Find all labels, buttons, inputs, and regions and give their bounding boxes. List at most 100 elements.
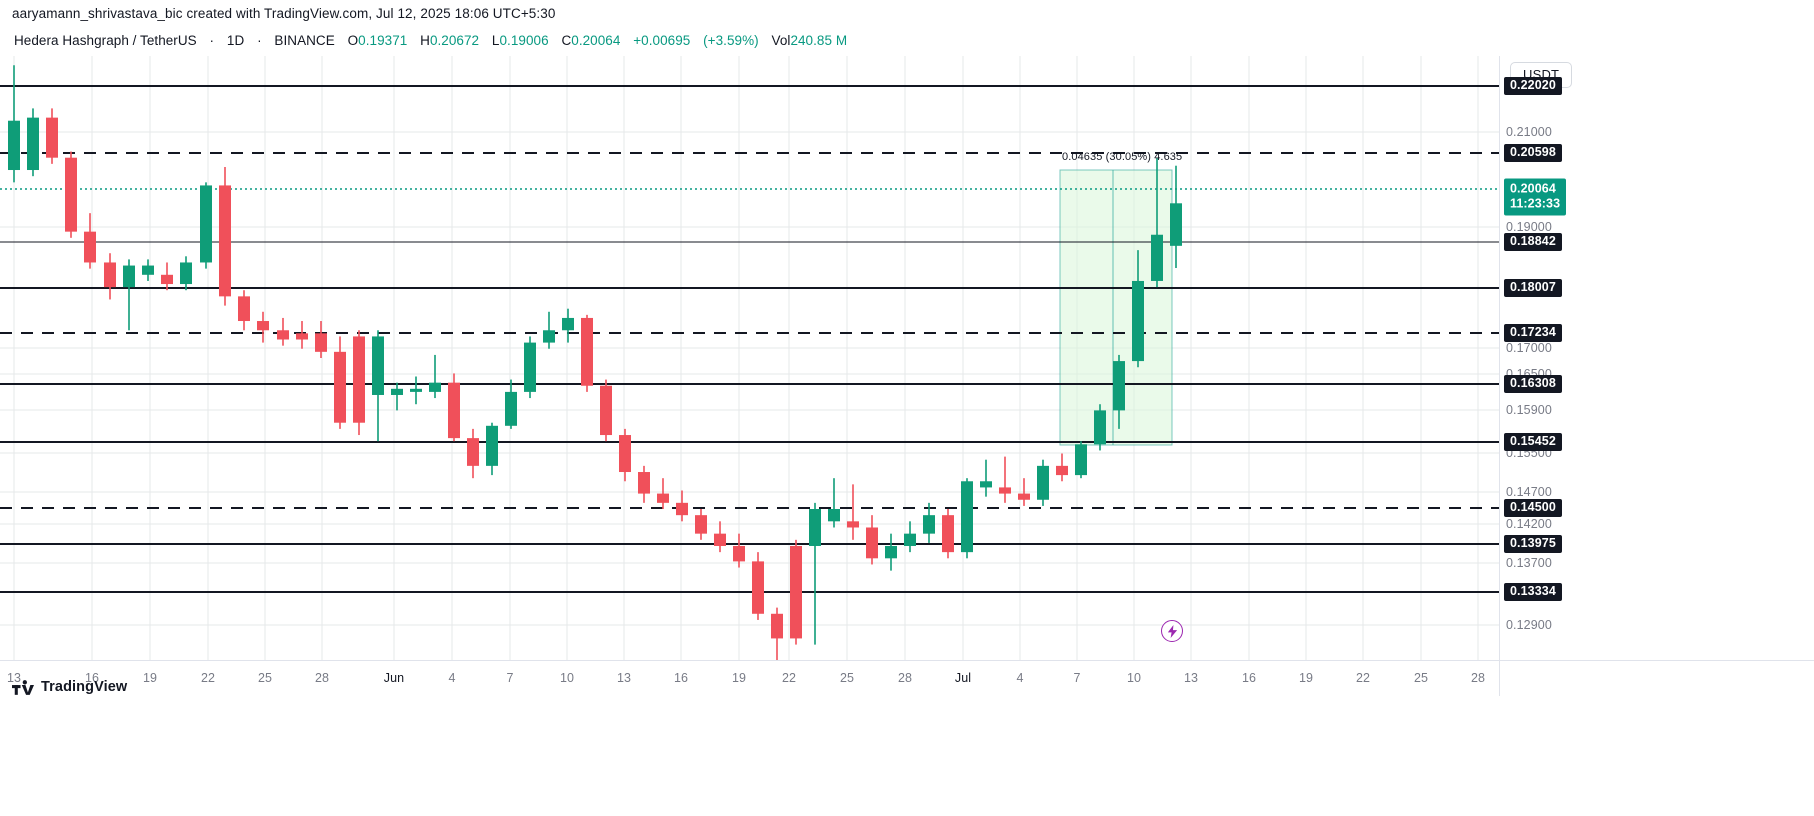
time-tick-label: 28: [314, 671, 330, 685]
candle-body[interactable]: [410, 388, 422, 392]
candle-body[interactable]: [676, 502, 688, 516]
candle-body[interactable]: [296, 333, 308, 340]
candle-body[interactable]: [238, 296, 250, 322]
candle-body[interactable]: [1113, 361, 1125, 411]
time-tick-label: 19: [731, 671, 747, 685]
candlestick-chart: [0, 56, 1499, 660]
time-tick-label: 13: [6, 671, 22, 685]
candle-body[interactable]: [961, 481, 973, 553]
candle-body[interactable]: [923, 515, 935, 534]
candle-body[interactable]: [847, 521, 859, 528]
chart-pane[interactable]: [0, 56, 1499, 660]
candle-body[interactable]: [391, 388, 403, 395]
legend-interval[interactable]: 1D: [226, 33, 245, 48]
legend-volume-value: 240.85 M: [790, 33, 848, 48]
candle-body[interactable]: [828, 509, 840, 522]
candle-body[interactable]: [581, 317, 593, 386]
candle-body[interactable]: [980, 481, 992, 488]
candle-body[interactable]: [752, 561, 764, 614]
candle-body[interactable]: [524, 342, 536, 392]
candle-body[interactable]: [562, 317, 574, 331]
candle-body[interactable]: [1170, 203, 1182, 246]
time-tick-label: Jun: [383, 671, 405, 685]
candle-body[interactable]: [161, 274, 173, 285]
candle-body[interactable]: [8, 120, 20, 171]
candle-body[interactable]: [866, 527, 878, 559]
candle-body[interactable]: [942, 515, 954, 553]
price-level-badge[interactable]: 0.13334: [1504, 583, 1562, 601]
tradingview-logo-icon: [12, 679, 34, 695]
time-axis-corner: [1499, 660, 1814, 696]
candle-body[interactable]: [277, 330, 289, 340]
candle-body[interactable]: [714, 533, 726, 546]
time-axis[interactable]: 13 16 19 22 25 28 Jun 4 7 10 13 16 19 22 25 28 Jul 4 7 10 13…: [0, 660, 1499, 696]
candle-body[interactable]: [1151, 234, 1163, 281]
candle-body[interactable]: [600, 385, 612, 436]
candle-body[interactable]: [1132, 280, 1144, 362]
price-level-badge[interactable]: 0.13975: [1504, 535, 1562, 553]
candle-body[interactable]: [84, 231, 96, 263]
candle-body[interactable]: [46, 117, 58, 158]
price-level-badge[interactable]: 0.16308: [1504, 375, 1562, 393]
candle-body[interactable]: [809, 509, 821, 546]
price-level-badge[interactable]: 0.22020: [1504, 77, 1562, 95]
price-level-badge[interactable]: 0.18007: [1504, 279, 1562, 297]
candle-body[interactable]: [486, 425, 498, 466]
candle-body[interactable]: [65, 157, 77, 232]
candle-body[interactable]: [619, 435, 631, 473]
candle-body[interactable]: [904, 533, 916, 546]
legend-sep-2: ·: [257, 33, 262, 48]
candle-body[interactable]: [1037, 465, 1049, 500]
candle-body[interactable]: [353, 336, 365, 423]
candle-body[interactable]: [27, 117, 39, 171]
price-level-badge[interactable]: 0.17234: [1504, 324, 1562, 342]
candle-body[interactable]: [1075, 444, 1087, 476]
candle-body[interactable]: [180, 262, 192, 285]
candle-body[interactable]: [999, 487, 1011, 494]
candle-body[interactable]: [219, 185, 231, 297]
lightning-bolt-badge[interactable]: [1161, 620, 1183, 642]
current-price-value: 0.20064: [1510, 181, 1556, 196]
price-level-badge[interactable]: 0.18842: [1504, 233, 1562, 251]
candle-body[interactable]: [448, 382, 460, 439]
candle-body[interactable]: [1094, 410, 1106, 445]
candle-body[interactable]: [638, 472, 650, 494]
candle-body[interactable]: [1018, 493, 1030, 500]
candle-body[interactable]: [123, 265, 135, 288]
candle-body[interactable]: [543, 330, 555, 343]
current-price-badge[interactable]: 0.20064 11:23:33: [1504, 178, 1567, 216]
price-level-badge[interactable]: 0.15452: [1504, 433, 1562, 451]
candle-body[interactable]: [771, 613, 783, 639]
candle-body[interactable]: [334, 351, 346, 423]
candle-body[interactable]: [200, 185, 212, 263]
price-level-badge[interactable]: 0.20598: [1504, 144, 1562, 162]
time-tick-label: 10: [1126, 671, 1142, 685]
price-tick-label: 0.19000: [1506, 220, 1552, 234]
time-tick-label: 19: [142, 671, 158, 685]
candle-body[interactable]: [733, 545, 745, 562]
candle-body[interactable]: [257, 321, 269, 331]
candle-body[interactable]: [1056, 465, 1068, 476]
legend-symbol[interactable]: Hedera Hashgraph / TetherUS: [14, 33, 197, 48]
time-tick-label: 16: [1241, 671, 1257, 685]
candle-body[interactable]: [657, 493, 669, 503]
candle-body[interactable]: [505, 391, 517, 426]
candle-body[interactable]: [429, 382, 441, 392]
time-tick-label: 19: [1298, 671, 1314, 685]
price-tick-label: 0.12900: [1506, 618, 1552, 632]
price-level-badge[interactable]: 0.14500: [1504, 499, 1562, 517]
candle-body[interactable]: [142, 265, 154, 275]
candle-body[interactable]: [315, 333, 327, 352]
legend-change-percent: (+3.59%): [703, 33, 759, 48]
candle-body[interactable]: [104, 262, 116, 288]
price-axis[interactable]: USDT 0.21000 0.19000 0.17000 0.16500 0.15900…: [1499, 56, 1814, 660]
candle-body[interactable]: [695, 515, 707, 534]
time-tick-label: 16: [84, 671, 100, 685]
candle-body[interactable]: [885, 545, 897, 559]
legend-change-absolute: +0.00695: [633, 33, 691, 48]
time-tick-label: 28: [897, 671, 913, 685]
candle-body[interactable]: [790, 545, 802, 639]
candle-body[interactable]: [372, 336, 384, 395]
candle-body[interactable]: [467, 438, 479, 466]
